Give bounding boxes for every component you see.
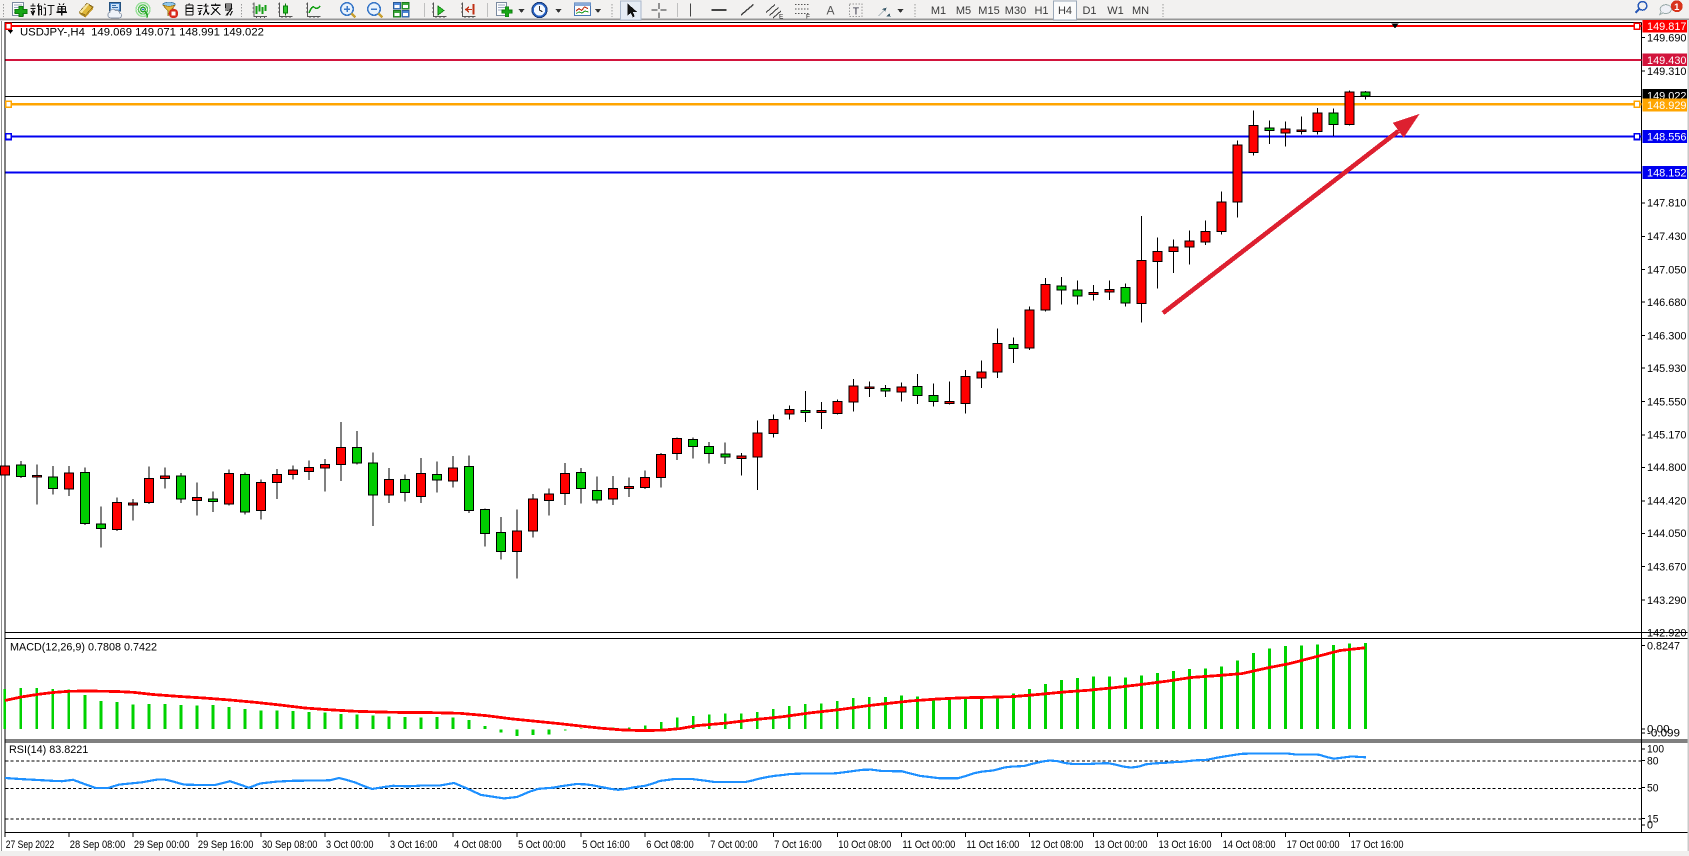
svg-text:30 Sep 08:00: 30 Sep 08:00 xyxy=(262,839,318,851)
svg-text:MACD(12,26,9) 0.7808 0.7422: MACD(12,26,9) 0.7808 0.7422 xyxy=(10,642,157,654)
svg-text:6 Oct 08:00: 6 Oct 08:00 xyxy=(646,839,694,851)
svg-text:7 Oct 00:00: 7 Oct 00:00 xyxy=(710,839,758,851)
svg-text:0.8247: 0.8247 xyxy=(1647,640,1680,652)
svg-text:1: 1 xyxy=(1674,2,1680,13)
svg-text:100: 100 xyxy=(1647,744,1664,756)
svg-text:0.00: 0.00 xyxy=(1647,724,1670,736)
svg-text:148.556: 148.556 xyxy=(1647,132,1687,144)
svg-text:0: 0 xyxy=(1647,820,1653,832)
svg-text:3 Oct 00:00: 3 Oct 00:00 xyxy=(326,839,374,851)
svg-text:10 Oct 08:00: 10 Oct 08:00 xyxy=(838,839,891,851)
svg-text:RSI(14) 83.8221: RSI(14) 83.8221 xyxy=(9,744,88,756)
svg-text:D1: D1 xyxy=(1082,5,1096,17)
svg-text:MN: MN xyxy=(1132,5,1149,17)
svg-text:3 Oct 16:00: 3 Oct 16:00 xyxy=(390,839,438,851)
svg-text:W1: W1 xyxy=(1107,5,1124,17)
svg-text:17 Oct 00:00: 17 Oct 00:00 xyxy=(1287,839,1340,851)
svg-text:80: 80 xyxy=(1647,755,1659,767)
svg-text:144.050: 144.050 xyxy=(1647,528,1687,540)
svg-text:143.670: 143.670 xyxy=(1647,562,1687,574)
svg-text:14 Oct 08:00: 14 Oct 08:00 xyxy=(1223,839,1276,851)
svg-text:12 Oct 08:00: 12 Oct 08:00 xyxy=(1030,839,1083,851)
svg-text:17 Oct 16:00: 17 Oct 16:00 xyxy=(1351,839,1404,851)
svg-text:148.152: 148.152 xyxy=(1647,168,1687,180)
svg-text:29 Sep 16:00: 29 Sep 16:00 xyxy=(198,839,254,851)
svg-text:149.817: 149.817 xyxy=(1647,21,1687,33)
svg-text:146.300: 146.300 xyxy=(1647,330,1687,342)
svg-text:7 Oct 16:00: 7 Oct 16:00 xyxy=(774,839,822,851)
svg-text:143.290: 143.290 xyxy=(1647,595,1687,607)
svg-text:147.050: 147.050 xyxy=(1647,265,1687,277)
svg-text:T: T xyxy=(853,5,860,17)
svg-text:A: A xyxy=(827,4,835,18)
svg-text:M15: M15 xyxy=(978,5,999,17)
svg-text:147.810: 147.810 xyxy=(1647,198,1687,210)
svg-text:142.920: 142.920 xyxy=(1647,627,1687,639)
svg-text:E: E xyxy=(779,14,784,21)
svg-text:15: 15 xyxy=(1647,813,1659,825)
svg-text:-0.099: -0.099 xyxy=(1647,728,1680,740)
svg-text:5 Oct 00:00: 5 Oct 00:00 xyxy=(518,839,566,851)
svg-text:146.680: 146.680 xyxy=(1647,297,1687,309)
svg-text:148.929: 148.929 xyxy=(1647,100,1687,112)
svg-text:50: 50 xyxy=(1647,782,1659,794)
svg-text:F: F xyxy=(806,14,810,21)
svg-text:145.170: 145.170 xyxy=(1647,430,1687,442)
svg-text:144.420: 144.420 xyxy=(1647,496,1687,508)
svg-text:H4: H4 xyxy=(1058,5,1072,17)
svg-text:M30: M30 xyxy=(1005,5,1026,17)
svg-text:M1: M1 xyxy=(931,5,946,17)
svg-text:11 Oct 00:00: 11 Oct 00:00 xyxy=(902,839,955,851)
svg-text:H1: H1 xyxy=(1034,5,1048,17)
svg-text:149.690: 149.690 xyxy=(1647,33,1687,45)
svg-text:11 Oct 16:00: 11 Oct 16:00 xyxy=(966,839,1019,851)
svg-text:13 Oct 00:00: 13 Oct 00:00 xyxy=(1095,839,1148,851)
svg-text:149.310: 149.310 xyxy=(1647,66,1687,78)
svg-text:USDJPY-,H4 149.069 149.071 14: USDJPY-,H4 149.069 149.071 148.991 149.0… xyxy=(20,27,264,39)
svg-text:5 Oct 16:00: 5 Oct 16:00 xyxy=(582,839,630,851)
svg-text:144.800: 144.800 xyxy=(1647,462,1687,474)
svg-text:149.430: 149.430 xyxy=(1647,55,1687,67)
svg-text:147.430: 147.430 xyxy=(1647,231,1687,243)
svg-text:28 Sep 08:00: 28 Sep 08:00 xyxy=(70,839,126,851)
svg-text:145.930: 145.930 xyxy=(1647,363,1687,375)
svg-text:13 Oct 16:00: 13 Oct 16:00 xyxy=(1159,839,1212,851)
svg-text:29 Sep 00:00: 29 Sep 00:00 xyxy=(134,839,190,851)
svg-text:145.550: 145.550 xyxy=(1647,396,1687,408)
svg-text:M5: M5 xyxy=(956,5,971,17)
svg-text:27 Sep 2022: 27 Sep 2022 xyxy=(6,839,55,851)
svg-text:4 Oct 08:00: 4 Oct 08:00 xyxy=(454,839,502,851)
